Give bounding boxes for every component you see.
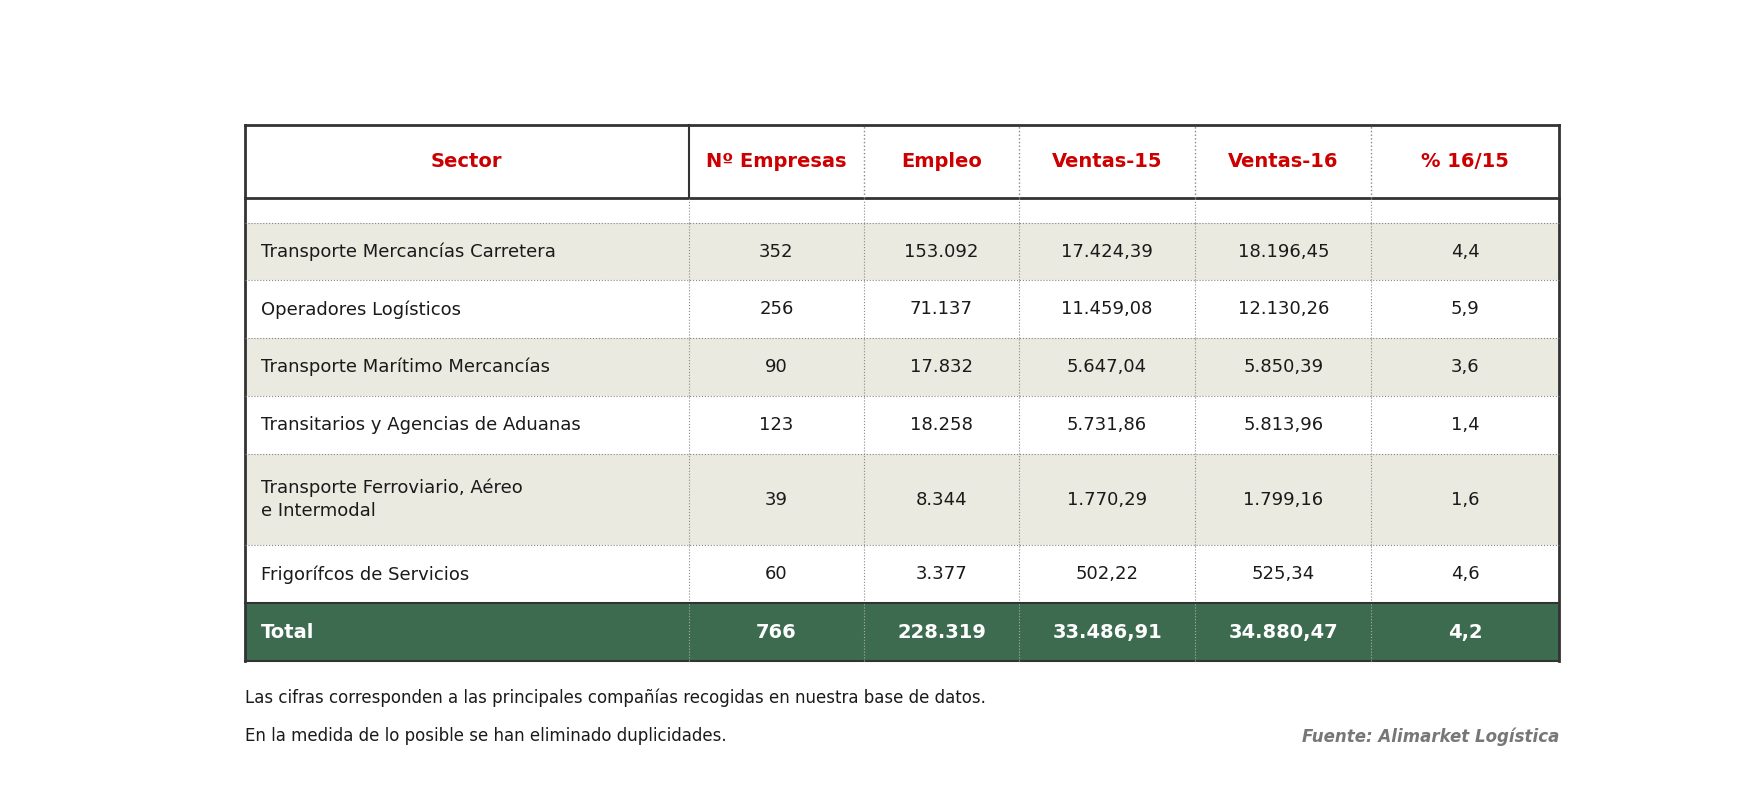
Text: 1.799,16: 1.799,16 bbox=[1243, 491, 1324, 509]
Bar bbox=[245, 198, 1559, 222]
Text: 1,6: 1,6 bbox=[1452, 491, 1480, 509]
Text: Transitarios y Agencias de Aduanas: Transitarios y Agencias de Aduanas bbox=[260, 416, 581, 434]
Text: 502,22: 502,22 bbox=[1075, 565, 1139, 584]
Text: 153.092: 153.092 bbox=[905, 243, 979, 260]
Text: 4,2: 4,2 bbox=[1448, 622, 1482, 642]
Text: 33.486,91: 33.486,91 bbox=[1052, 622, 1162, 642]
Text: Ventas-15: Ventas-15 bbox=[1052, 152, 1162, 171]
Text: 4,6: 4,6 bbox=[1452, 565, 1480, 584]
Text: Operadores Logísticos: Operadores Logísticos bbox=[260, 300, 461, 318]
Text: 8.344: 8.344 bbox=[915, 491, 968, 509]
Text: 17.832: 17.832 bbox=[910, 358, 973, 376]
Text: Transporte Ferroviario, Aéreo
e Intermodal: Transporte Ferroviario, Aéreo e Intermod… bbox=[260, 479, 523, 520]
Text: 5.850,39: 5.850,39 bbox=[1243, 358, 1324, 376]
Text: 228.319: 228.319 bbox=[898, 622, 986, 642]
Text: 123: 123 bbox=[759, 416, 794, 434]
Text: 5.731,86: 5.731,86 bbox=[1067, 416, 1148, 434]
Text: 1,4: 1,4 bbox=[1452, 416, 1480, 434]
Bar bbox=[245, 339, 1559, 396]
Text: 11.459,08: 11.459,08 bbox=[1061, 301, 1153, 318]
Text: Ventas-16: Ventas-16 bbox=[1228, 152, 1339, 171]
Text: Transporte Mercancías Carretera: Transporte Mercancías Carretera bbox=[260, 243, 556, 261]
Bar bbox=[245, 396, 1559, 454]
Text: Nº Empresas: Nº Empresas bbox=[706, 152, 847, 171]
Text: 766: 766 bbox=[757, 622, 797, 642]
Text: Transporte Marítimo Mercancías: Transporte Marítimo Mercancías bbox=[260, 358, 549, 376]
Text: 90: 90 bbox=[766, 358, 788, 376]
Text: Empleo: Empleo bbox=[901, 152, 982, 171]
Text: 71.137: 71.137 bbox=[910, 301, 973, 318]
Text: 256: 256 bbox=[759, 301, 794, 318]
Text: Fuente: Alimarket Logística: Fuente: Alimarket Logística bbox=[1302, 727, 1559, 746]
Bar bbox=[245, 125, 1559, 198]
Text: % 16/15: % 16/15 bbox=[1422, 152, 1510, 171]
Text: Sector: Sector bbox=[431, 152, 503, 171]
Text: Las cifras corresponden a las principales compañías recogidas en nuestra base de: Las cifras corresponden a las principale… bbox=[245, 689, 986, 708]
Text: 18.196,45: 18.196,45 bbox=[1237, 243, 1329, 260]
Text: 4,4: 4,4 bbox=[1450, 243, 1480, 260]
Text: 12.130,26: 12.130,26 bbox=[1237, 301, 1329, 318]
Text: 352: 352 bbox=[759, 243, 794, 260]
Text: 34.880,47: 34.880,47 bbox=[1228, 622, 1338, 642]
Text: 525,34: 525,34 bbox=[1251, 565, 1315, 584]
Bar bbox=[245, 454, 1559, 546]
Bar bbox=[245, 222, 1559, 280]
Text: 1.770,29: 1.770,29 bbox=[1067, 491, 1148, 509]
Text: 5.813,96: 5.813,96 bbox=[1243, 416, 1324, 434]
Text: Total: Total bbox=[260, 622, 315, 642]
Text: 5.647,04: 5.647,04 bbox=[1067, 358, 1148, 376]
Text: 5,9: 5,9 bbox=[1450, 301, 1480, 318]
Text: Frigorífcos de Servicios: Frigorífcos de Servicios bbox=[260, 565, 470, 584]
Text: 18.258: 18.258 bbox=[910, 416, 973, 434]
Text: 60: 60 bbox=[766, 565, 788, 584]
Bar bbox=[245, 546, 1559, 603]
Bar bbox=[245, 280, 1559, 339]
Text: 3,6: 3,6 bbox=[1452, 358, 1480, 376]
Text: 17.424,39: 17.424,39 bbox=[1061, 243, 1153, 260]
Bar bbox=[245, 603, 1559, 661]
Text: 39: 39 bbox=[766, 491, 788, 509]
Text: 3.377: 3.377 bbox=[915, 565, 968, 584]
Text: En la medida de lo posible se han eliminado duplicidades.: En la medida de lo posible se han elimin… bbox=[245, 727, 727, 746]
